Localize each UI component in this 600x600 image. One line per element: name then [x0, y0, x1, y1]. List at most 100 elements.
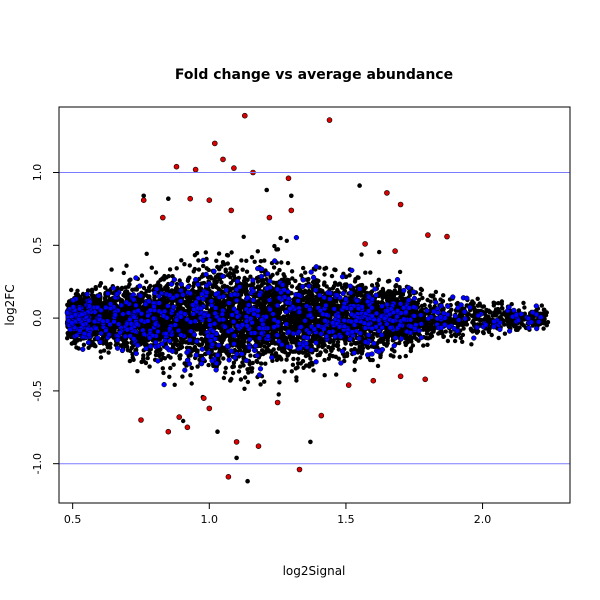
data-point [443, 329, 448, 334]
data-point [139, 359, 144, 365]
data-point [330, 286, 336, 291]
data-point [126, 284, 131, 289]
data-point [65, 336, 70, 341]
data-point [208, 274, 213, 279]
data-point [147, 364, 152, 369]
data-point [301, 265, 306, 271]
data-point [270, 272, 275, 278]
data-point [241, 363, 246, 368]
data-point [294, 375, 299, 380]
data-point [277, 380, 282, 385]
data-point [236, 369, 242, 374]
data-point [216, 251, 222, 256]
data-point [277, 267, 282, 273]
data-point [220, 284, 225, 289]
data-point [487, 326, 492, 331]
data-point [521, 300, 526, 306]
data-point [263, 361, 268, 366]
data-point [153, 270, 159, 275]
data-point [224, 252, 230, 258]
data-point [290, 362, 296, 367]
data-point [461, 326, 466, 331]
data-point [238, 377, 244, 382]
data-point [168, 365, 173, 371]
data-point [289, 284, 295, 289]
data-point [291, 297, 296, 302]
data-point [241, 234, 246, 239]
data-point [353, 277, 358, 282]
data-point [275, 314, 281, 319]
data-point [195, 364, 200, 369]
data-point [354, 340, 360, 346]
data-point [115, 285, 120, 291]
data-point [182, 327, 188, 332]
data-point [335, 339, 341, 345]
data-point [262, 258, 267, 263]
data-point [299, 273, 304, 278]
data-point [167, 267, 173, 272]
data-point [196, 267, 202, 272]
data-point [161, 370, 166, 376]
data-point [214, 258, 219, 263]
data-point [483, 312, 488, 318]
data-point [541, 326, 546, 331]
data-point [196, 258, 201, 263]
data-point [274, 353, 280, 358]
data-point [310, 279, 316, 285]
data-point [425, 297, 430, 303]
data-point [201, 263, 206, 269]
data-point [242, 386, 247, 391]
data-point [231, 360, 237, 365]
data-point [437, 330, 442, 335]
data-point [231, 363, 236, 369]
data-point [74, 345, 79, 350]
data-point [221, 356, 226, 361]
data-point [186, 277, 191, 282]
data-point [284, 238, 289, 243]
data-point [139, 273, 145, 278]
data-point [427, 303, 432, 309]
data-point [322, 373, 327, 378]
data-point [469, 342, 474, 347]
data-point [387, 278, 392, 284]
data-point [336, 347, 341, 352]
data-point [149, 265, 154, 270]
data-point [179, 344, 185, 350]
data-point [286, 314, 292, 320]
data-point [245, 379, 251, 385]
data-point [419, 307, 425, 312]
data-point [221, 298, 227, 303]
data-point [219, 328, 224, 334]
data-point [89, 287, 95, 292]
data-point [490, 313, 495, 318]
data-point [381, 290, 386, 295]
data-point [298, 361, 303, 366]
data-point [291, 356, 296, 362]
data-point [338, 282, 343, 287]
data-point [397, 269, 403, 275]
data-point [119, 285, 125, 291]
data-point [259, 361, 264, 366]
data-point [295, 335, 300, 340]
data-point [311, 368, 316, 373]
points-layer [64, 112, 551, 484]
data-point [420, 295, 425, 301]
data-point [103, 285, 108, 290]
data-point [226, 307, 231, 312]
data-point [363, 270, 368, 275]
data-point [519, 321, 525, 327]
data-point [375, 363, 381, 369]
data-point [416, 297, 422, 303]
data-point [274, 357, 280, 363]
data-point [69, 287, 74, 293]
data-point [333, 267, 338, 273]
data-point [183, 323, 188, 328]
data-point [255, 285, 260, 290]
data-point [419, 303, 425, 309]
data-point [141, 353, 146, 358]
data-point [245, 367, 250, 372]
data-point [374, 281, 380, 286]
data-point [408, 348, 413, 354]
data-point [522, 305, 527, 310]
